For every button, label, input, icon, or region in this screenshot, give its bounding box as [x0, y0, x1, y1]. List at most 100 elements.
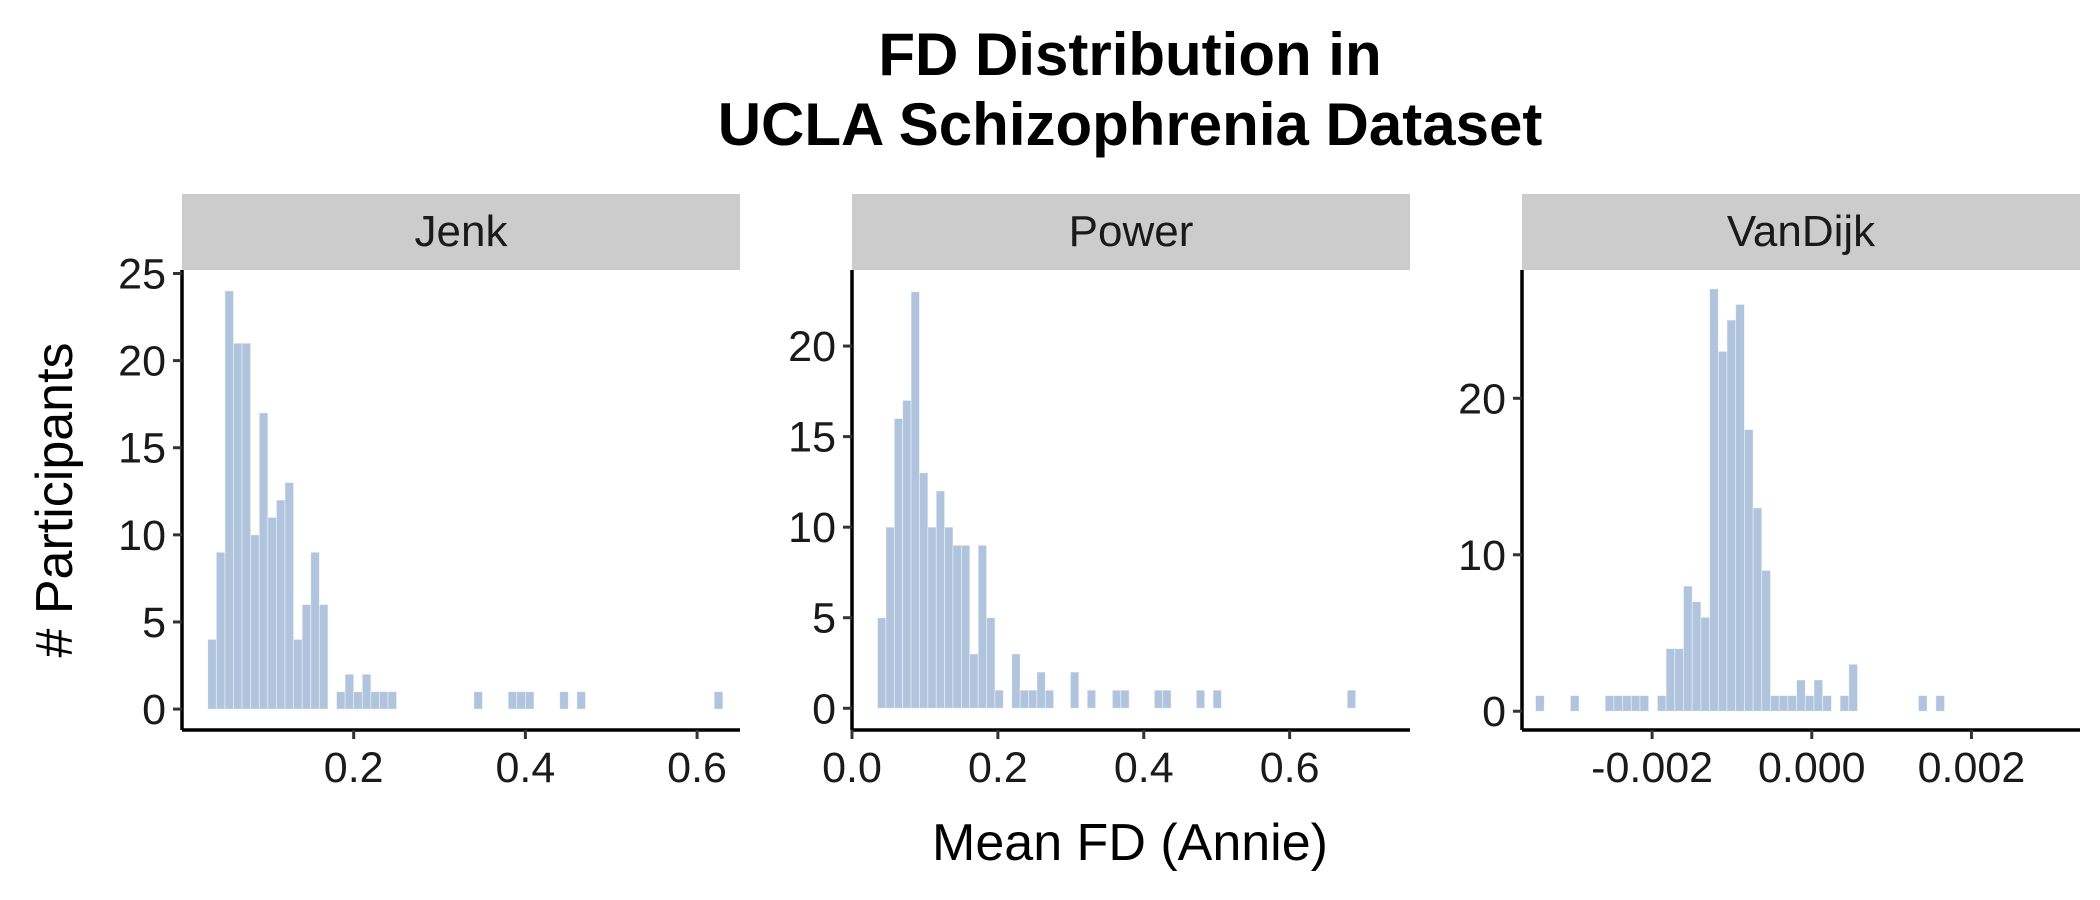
histogram-bar	[1029, 690, 1037, 708]
histogram-bar	[1762, 570, 1771, 711]
histogram-bar	[961, 545, 969, 708]
histogram-bar	[234, 343, 243, 709]
histogram-bar	[1020, 690, 1028, 708]
histogram-bar	[1012, 654, 1020, 708]
histogram-bar	[1788, 696, 1797, 712]
y-tick-label: 10	[788, 504, 836, 552]
chart-title-line-2: UCLA Schizophrenia Dataset	[718, 91, 1543, 158]
y-axis-title: # Participants	[26, 342, 84, 657]
histogram-bar	[388, 692, 397, 709]
panel-vandijk: VanDijk 0 10 20 -0.002 0.000 0.002	[1458, 194, 2080, 792]
histogram-bar	[302, 605, 311, 710]
histogram-bar	[1701, 617, 1710, 711]
histogram-bar	[886, 527, 894, 708]
histogram-bar	[1683, 586, 1692, 711]
histogram-bar	[1087, 690, 1095, 708]
histogram-bar	[285, 483, 294, 710]
histogram-bar	[1823, 696, 1832, 712]
histogram-bar	[1666, 649, 1675, 712]
histogram-bar	[1727, 320, 1736, 711]
histogram-bar	[474, 692, 483, 709]
histogram-bar	[1614, 696, 1623, 712]
y-tick-label: 20	[118, 338, 166, 386]
histogram-bar	[1631, 696, 1640, 712]
histogram-bar	[878, 618, 886, 709]
histogram-bar	[1936, 696, 1945, 712]
histogram-bar	[1805, 696, 1814, 712]
histogram-bar	[894, 419, 902, 709]
histogram-bar	[1744, 430, 1753, 712]
histogram-bar	[1037, 672, 1045, 708]
histogram-bar	[268, 517, 277, 709]
histogram-bar	[379, 692, 388, 709]
histogram-bar	[251, 535, 260, 709]
histogram-bar	[1718, 351, 1727, 711]
histogram-bar	[225, 291, 234, 709]
histogram-bar	[911, 292, 919, 709]
x-tick-label: 0.4	[495, 744, 555, 792]
x-tick-label: 0.002	[1918, 744, 2026, 792]
histogram-bar	[1623, 696, 1632, 712]
chart-title-line-1: FD Distribution in	[878, 21, 1381, 88]
x-tick-label: 0.2	[968, 744, 1028, 792]
histogram-bar	[560, 692, 569, 709]
histogram-bar	[1675, 649, 1684, 712]
x-tick-label: 0.6	[667, 744, 727, 792]
histogram-bars	[1536, 289, 1945, 711]
histogram-bar	[1736, 304, 1745, 711]
y-tick-label: 0	[142, 686, 166, 734]
y-tick-label: 5	[812, 595, 836, 643]
histogram-bar	[1121, 690, 1129, 708]
x-axis-title: Mean FD (Annie)	[932, 814, 1328, 872]
histogram-bar	[577, 692, 586, 709]
histogram-bar	[1840, 696, 1849, 712]
histogram-bars	[208, 291, 723, 709]
histogram-bar	[345, 674, 354, 709]
histogram-bars	[878, 292, 1356, 709]
y-tick-label: 15	[118, 425, 166, 473]
histogram-bar	[276, 500, 285, 709]
x-tick-label: 0.2	[324, 744, 384, 792]
panel-power: Power051015200.0 0.2 0.4 0.6	[788, 194, 1410, 792]
x-tick-label: 0.0	[822, 744, 882, 792]
histogram-bar	[208, 639, 217, 709]
histogram-bar	[216, 552, 225, 709]
histogram-bar	[1918, 696, 1927, 712]
histogram-bar	[978, 545, 986, 708]
histogram-bar	[508, 692, 517, 709]
histogram-bar	[259, 413, 268, 709]
histogram-bar	[517, 692, 526, 709]
histogram-bar	[945, 527, 953, 708]
facet-strip-label: Jenk	[415, 207, 509, 256]
histogram-bar	[970, 654, 978, 708]
histogram-bar	[1570, 696, 1579, 712]
histogram-bar	[1657, 696, 1666, 712]
histogram-bar	[1710, 289, 1719, 711]
y-tick-label: 5	[142, 599, 166, 647]
histogram-bar	[919, 473, 927, 708]
y-tick-label: 20	[1458, 375, 1506, 423]
histogram-bar	[1196, 690, 1204, 708]
panel-jenk: Jenk 0 5 10 15 20 25 0.2 0.4 0.6	[118, 194, 740, 792]
y-tick-label: 20	[788, 323, 836, 371]
histogram-bar	[1779, 696, 1788, 712]
histogram-bar	[903, 400, 911, 708]
facet-strip-label: VanDijk	[1727, 207, 1876, 256]
histogram-bar	[1213, 690, 1221, 708]
histogram-bar	[294, 639, 303, 709]
y-tick-label: 0	[1482, 688, 1506, 736]
histogram-bar	[1692, 602, 1701, 712]
histogram-bar	[1070, 672, 1078, 708]
y-tick-label: 15	[788, 414, 836, 462]
x-tick-label: 0.4	[1114, 744, 1174, 792]
histogram-bar	[371, 692, 380, 709]
y-tick-label: 0	[812, 685, 836, 733]
histogram-bar	[1154, 690, 1162, 708]
histogram-bar	[1112, 690, 1120, 708]
histogram-bar	[1605, 696, 1614, 712]
histogram-bar	[362, 674, 371, 709]
histogram-bar	[1163, 690, 1171, 708]
histogram-bar	[936, 491, 944, 708]
histogram-bar	[1640, 696, 1649, 712]
